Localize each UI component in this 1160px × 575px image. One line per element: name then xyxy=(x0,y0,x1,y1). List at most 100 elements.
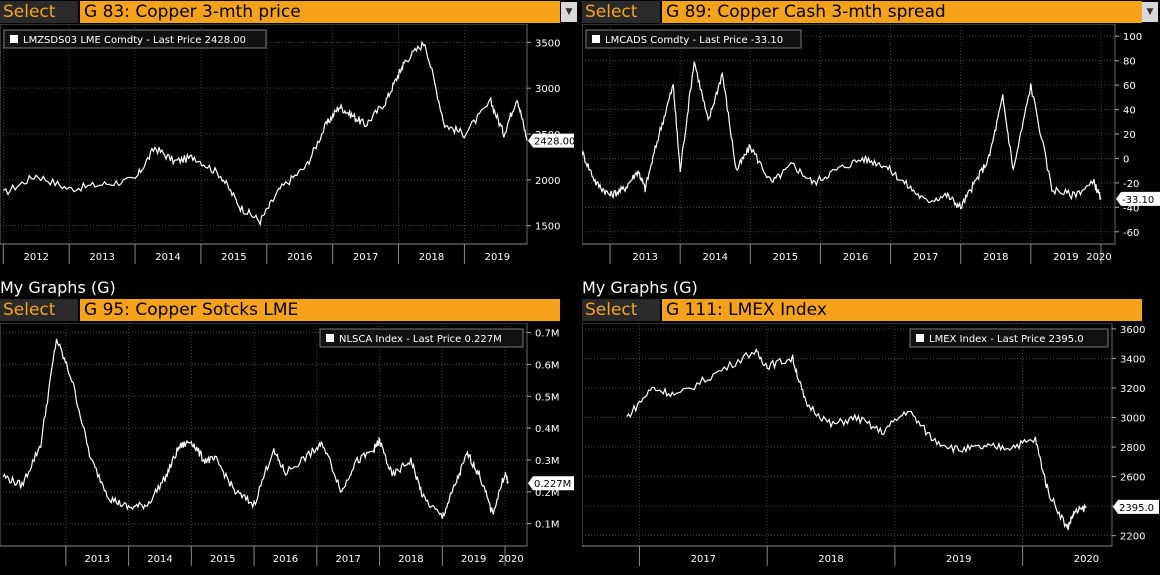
line-chart: 2200240026002800300032003400360020172018… xyxy=(582,323,1159,566)
legend-box xyxy=(319,328,524,348)
select-button[interactable]: Select xyxy=(582,299,660,321)
select-button[interactable]: Select xyxy=(0,299,78,321)
series-line xyxy=(2,40,528,227)
y-tick-label: 2800 xyxy=(1120,443,1145,454)
y-tick-label: 3200 xyxy=(1120,384,1145,395)
y-tick-label: 3000 xyxy=(535,84,560,95)
chart-panel-copper-spread: Select G 89: Copper Cash 3-mth spread ▼ … xyxy=(582,0,1160,276)
x-tick-label: 2014 xyxy=(703,252,728,263)
last-price-label: 2395.0 xyxy=(1119,503,1154,514)
y-tick-label: -40 xyxy=(1123,203,1139,214)
last-price-tag xyxy=(1116,191,1160,206)
select-button[interactable]: Select xyxy=(582,1,660,23)
x-tick-label: 2019 xyxy=(485,252,510,263)
series-line xyxy=(582,61,1102,210)
plot-area xyxy=(582,323,1113,547)
last-price-label: -33.10 xyxy=(1122,195,1154,206)
y-tick-label: 0.2M xyxy=(535,488,560,499)
y-tick-label: 3500 xyxy=(535,38,560,49)
x-tick-label: 2018 xyxy=(818,554,843,565)
series-line xyxy=(2,338,509,519)
x-tick-label: 2020 xyxy=(1086,252,1111,263)
line-chart: -60 -40 -20 0 20 40 60 80 100 2013 2014 2015 2016 201… xyxy=(582,24,1160,264)
y-tick-label: 0.4M xyxy=(535,424,560,435)
select-bar: Select G 89: Copper Cash 3-mth spread ▼ xyxy=(582,1,1160,23)
chart-panel-copper-stocks: My Graphs (G) Select G 95: Copper Sotcks… xyxy=(0,276,578,575)
x-tick-label: 2012 xyxy=(24,252,49,263)
legend-box xyxy=(585,29,802,49)
my-graphs-label[interactable]: My Graphs (G) xyxy=(0,278,116,297)
select-button[interactable]: Select xyxy=(0,1,78,23)
x-tick-label: 2019 xyxy=(461,554,486,565)
legend-swatch xyxy=(916,334,924,342)
chart-title: G 95: Copper Sotcks LME xyxy=(80,299,560,321)
x-tick-label: 2014 xyxy=(147,554,172,565)
select-bar: Select G 111: LMEX Index xyxy=(582,299,1160,321)
legend-swatch xyxy=(592,35,600,43)
chart-panel-lmex: My Graphs (G) Select G 111: LMEX Index 2… xyxy=(582,276,1160,575)
y-tick-label: 3600 xyxy=(1120,325,1145,336)
x-tick-label: 2013 xyxy=(85,554,110,565)
x-tick-label: 2020 xyxy=(498,554,523,565)
y-tick-label: 3400 xyxy=(1120,354,1145,365)
x-tick-label: 2015 xyxy=(773,252,798,263)
y-tick-label: 80 xyxy=(1123,57,1136,68)
y-tick-label: 100 xyxy=(1123,32,1142,43)
y-tick-label: 0.3M xyxy=(535,456,560,467)
legend-swatch xyxy=(10,35,18,43)
x-tick-label: 2017 xyxy=(353,252,378,263)
x-tick-label: 2017 xyxy=(335,554,360,565)
line-chart: 0.1M 0.2M 0.3M 0.4M 0.5M 0.6M 0.7M 2013 2014 2015… xyxy=(0,323,574,566)
x-tick-label: 2018 xyxy=(398,554,423,565)
legend-text: LMZSDS03 LME Comdty - Last Price 2428.00 xyxy=(23,35,246,46)
last-price-tag xyxy=(528,476,574,491)
legend-box xyxy=(909,328,1109,348)
x-tick-label: 2019 xyxy=(1053,252,1078,263)
x-tick-label: 2018 xyxy=(419,252,444,263)
x-tick-label: 2015 xyxy=(221,252,246,263)
y-tick-label: 0.6M xyxy=(535,360,560,371)
legend-text: NLSCA Index - Last Price 0.227M xyxy=(339,334,502,345)
x-tick-label: 2017 xyxy=(913,252,938,263)
y-tick-label: 0.1M xyxy=(535,520,560,531)
last-price-tag xyxy=(1113,499,1159,514)
x-tick-label: 2017 xyxy=(691,554,716,565)
x-tick-label: 2019 xyxy=(946,554,971,565)
x-tick-label: 2014 xyxy=(155,252,180,263)
line-chart: 1500200025003000350020122013201420152016… xyxy=(0,24,575,264)
chart-title: G 111: LMEX Index xyxy=(662,299,1142,321)
y-tick-label: 40 xyxy=(1123,106,1136,117)
y-tick-label: 20 xyxy=(1123,130,1136,141)
chart-panel-copper-3mth: Select G 83: Copper 3-mth price ▼ 1500 20… xyxy=(0,0,578,276)
y-tick-label: 2000 xyxy=(535,176,560,187)
last-price-label: 2428.00 xyxy=(534,137,575,148)
legend-text: LMEX Index - Last Price 2395.0 xyxy=(929,334,1084,345)
y-tick-label: -60 xyxy=(1123,228,1139,239)
y-tick-label: 2600 xyxy=(1120,473,1145,484)
x-tick-label: 2016 xyxy=(273,554,298,565)
y-tick-label: 0 xyxy=(1123,154,1129,165)
chevron-down-icon[interactable]: ▼ xyxy=(1142,2,1158,22)
x-tick-label: 2013 xyxy=(632,252,657,263)
chevron-down-icon[interactable]: ▼ xyxy=(561,2,577,22)
y-tick-label: 2200 xyxy=(1120,532,1145,543)
select-bar: Select G 95: Copper Sotcks LME xyxy=(0,299,578,321)
last-price-tag xyxy=(528,133,574,148)
y-tick-label: 60 xyxy=(1123,81,1136,92)
y-tick-label: 3000 xyxy=(1120,414,1145,425)
chart-title: G 83: Copper 3-mth price xyxy=(80,1,560,23)
legend-box xyxy=(3,29,267,49)
y-tick-label: -20 xyxy=(1123,179,1139,190)
x-tick-label: 2016 xyxy=(843,252,868,263)
my-graphs-label[interactable]: My Graphs (G) xyxy=(582,278,698,297)
y-tick-label: 1500 xyxy=(535,222,560,233)
x-tick-label: 2013 xyxy=(89,252,114,263)
x-tick-label: 2020 xyxy=(1074,554,1099,565)
x-tick-label: 2018 xyxy=(983,252,1008,263)
y-tick-label: 0.7M xyxy=(535,329,560,340)
y-tick-label: 0.5M xyxy=(535,392,560,403)
x-tick-label: 2016 xyxy=(287,252,312,263)
legend-swatch xyxy=(326,334,334,342)
last-price-label: 0.227M xyxy=(534,479,571,490)
plot-area xyxy=(0,323,528,547)
